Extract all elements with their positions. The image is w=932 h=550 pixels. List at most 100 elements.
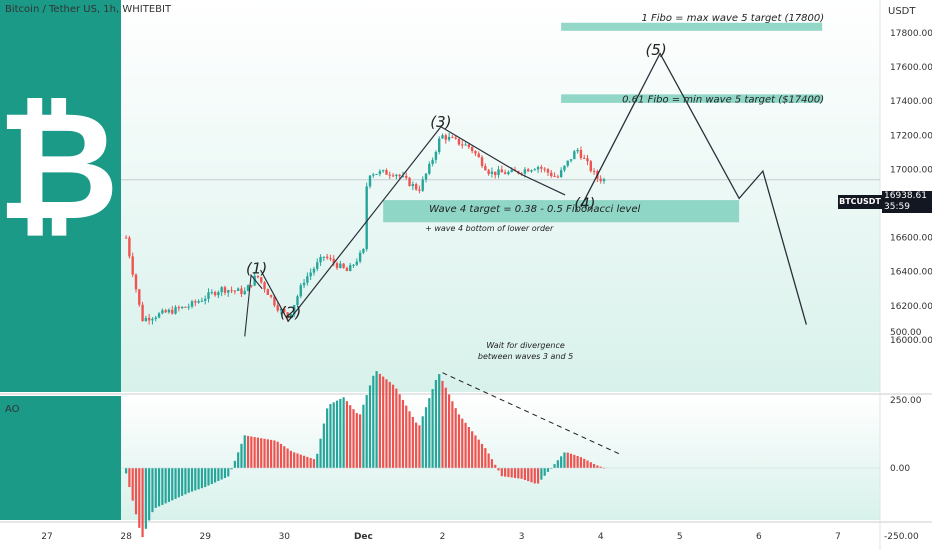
- ao-bar: [365, 395, 368, 468]
- main-pane-background: [0, 0, 880, 392]
- ao-bar: [184, 468, 187, 495]
- candle-body: [438, 138, 441, 152]
- candle-body: [602, 179, 606, 182]
- candle-body: [507, 171, 510, 175]
- ao-bar: [190, 468, 194, 492]
- candle-body: [428, 163, 431, 174]
- ao-bar: [504, 468, 507, 477]
- ao-bar: [447, 394, 451, 468]
- candle-body: [372, 174, 375, 176]
- indicator-label[interactable]: AO: [5, 404, 20, 415]
- ao-bar: [171, 468, 174, 501]
- candle-body: [309, 272, 312, 277]
- ao-bar: [563, 452, 566, 468]
- ao-bar: [151, 468, 154, 513]
- wave-label: (3): [430, 113, 451, 131]
- price-tag-ticker: BTCUSDT: [838, 195, 882, 209]
- ao-bar: [187, 468, 190, 493]
- ao-bar: [329, 404, 332, 468]
- divergence-note: Wait for divergence: [486, 341, 565, 350]
- candle-body: [520, 173, 523, 175]
- ao-bar: [507, 468, 510, 478]
- ao-bar: [312, 459, 316, 468]
- wave-label: (4): [574, 195, 595, 213]
- candle-body: [467, 144, 471, 147]
- ao-bar: [345, 401, 349, 468]
- price-tick-label: 17000.00: [890, 165, 932, 175]
- candle-body: [355, 261, 359, 265]
- ao-bar: [457, 414, 461, 468]
- ao-bar: [342, 397, 345, 468]
- candle-body: [447, 136, 451, 140]
- candle-body: [362, 248, 365, 253]
- candle-body: [441, 135, 444, 139]
- projection-path-line: [580, 52, 807, 325]
- candle-body: [243, 291, 246, 295]
- ao-bar: [240, 443, 243, 468]
- ao-bar: [464, 422, 467, 468]
- candle-body: [141, 304, 144, 322]
- candle-body: [223, 287, 227, 293]
- candle-body: [256, 275, 260, 278]
- candle-body: [128, 237, 131, 257]
- divergence-note: between waves 3 and 5: [478, 352, 573, 361]
- price-tick-label: 16000.00: [890, 336, 932, 346]
- candle-body: [573, 151, 576, 160]
- candle-body: [401, 175, 405, 177]
- candle-body: [464, 144, 467, 146]
- ao-bar: [385, 379, 388, 468]
- ao-bar: [421, 416, 424, 468]
- candle-body: [319, 256, 322, 263]
- ao-bar: [253, 437, 256, 468]
- ao-bar: [569, 453, 573, 468]
- ao-bar: [230, 468, 233, 470]
- price-tag-price: 16938.61: [884, 191, 927, 201]
- ao-bar: [227, 468, 230, 477]
- candle-body: [260, 277, 263, 283]
- time-tick-label: 29: [199, 532, 211, 542]
- candle-body: [358, 252, 362, 262]
- zone-label: 0.61 Fibo = min wave 5 target ($17400): [622, 94, 824, 105]
- ao-bar: [141, 468, 144, 538]
- ao-bar: [302, 455, 306, 468]
- candle-body: [378, 171, 382, 174]
- ao-tick-label: 250.00: [890, 396, 922, 406]
- ao-bar: [286, 448, 289, 468]
- price-tick-label: 16600.00: [890, 234, 932, 244]
- fib-zone: [561, 94, 823, 103]
- candle-body: [566, 160, 569, 166]
- candle-body: [497, 169, 500, 176]
- candle-body: [540, 166, 543, 169]
- candle-body: [461, 144, 464, 146]
- candle-body: [414, 184, 418, 190]
- ao-tick-label: 0.00: [890, 464, 910, 474]
- ao-bar: [316, 453, 319, 468]
- ao-bar: [533, 468, 536, 484]
- ao-bar: [471, 431, 474, 468]
- candle-body: [352, 264, 355, 266]
- zone-label: Wave 4 target = 0.38 - 0.5 Fibonacci lev…: [429, 204, 640, 215]
- zone-label: 1 Fibo = max wave 5 target (17800): [641, 13, 824, 24]
- bitcoin-logo-icon: ₿: [0, 80, 119, 254]
- ao-bar: [128, 468, 131, 488]
- candle-body: [579, 149, 583, 159]
- wave-label: (2): [280, 304, 301, 322]
- candle-body: [345, 267, 349, 272]
- ao-bar: [306, 456, 309, 468]
- candle-body: [470, 146, 474, 152]
- ao-bar: [332, 402, 335, 468]
- ao-bar: [319, 438, 322, 468]
- candle-body: [589, 161, 593, 172]
- candle-body: [230, 290, 233, 292]
- ao-bar: [474, 435, 477, 468]
- ao-bar: [477, 439, 480, 468]
- candle-body: [405, 175, 408, 178]
- ao-bar: [428, 398, 431, 468]
- candle-body: [550, 172, 553, 177]
- ao-bar: [362, 404, 365, 468]
- ao-bar: [530, 468, 533, 483]
- symbol-title[interactable]: Bitcoin / Tether US, 1h, WHITEBIT: [5, 4, 172, 15]
- candle-body: [454, 137, 457, 139]
- ao-bar: [484, 448, 487, 468]
- candle-body: [312, 268, 316, 273]
